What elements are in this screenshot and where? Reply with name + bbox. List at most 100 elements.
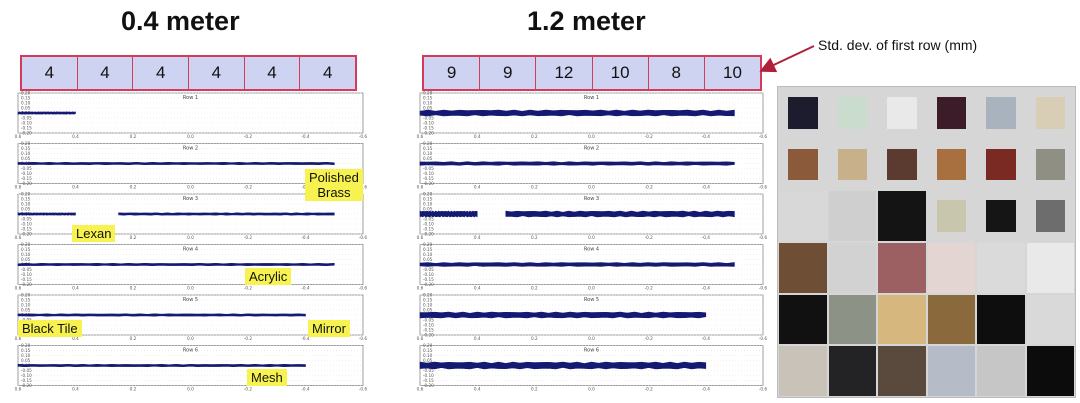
y-tick-label: -0.15 [21,227,32,232]
x-tick-label: -0.2 [244,134,253,139]
scan-row-plot: 0.200.150.100.050.00-0.05-0.10-0.15-0.20… [417,141,768,190]
y-tick-label: -0.10 [21,121,32,126]
title-left: 0.4 meter [121,6,240,36]
y-tick-label: 0.15 [423,247,433,252]
y-tick-label: -0.15 [423,378,434,383]
y-tick-label: 0.20 [21,293,31,298]
std-dev-cell: 9 [480,57,537,89]
scan-trace [419,109,735,117]
x-tick-label: -0.2 [645,336,654,341]
material-tile [828,191,876,241]
y-tick-label: 0.15 [423,348,433,353]
x-tick-label: -0.4 [702,387,711,392]
std-dev-bar-left: 4 4 4 4 4 4 [20,55,357,91]
y-tick-label: -0.15 [21,176,32,181]
x-tick-label: 0.6 [417,387,424,392]
row-title: Row 6 [584,348,599,354]
x-tick-label: 0.4 [72,185,79,190]
x-tick-label: 0.0 [588,336,595,341]
y-tick-label: -0.10 [423,121,434,126]
y-tick-label: -0.05 [21,217,32,222]
y-tick-label: 0.10 [423,252,433,257]
x-tick-label: -0.2 [645,235,654,240]
material-tile [977,243,1025,293]
row-title: Row 6 [183,348,198,354]
x-tick-label: -0.2 [645,387,654,392]
material-tile [878,243,926,293]
label-acrylic: Acrylic [245,268,292,285]
x-tick-label: 0.4 [72,134,79,139]
std-dev-cell: 8 [649,57,705,89]
x-tick-label: 0.2 [130,185,137,190]
material-tile [788,148,818,181]
y-tick-label: 0.05 [423,106,433,111]
label-lexan: Lexan [72,225,116,242]
material-tile [1035,200,1065,232]
y-tick-label: 0.20 [423,293,433,298]
y-tick-label: -0.10 [21,272,32,277]
y-tick-label: 0.10 [21,101,31,106]
x-tick-label: 0.2 [531,134,538,139]
std-dev-cell: 4 [78,57,134,89]
y-tick-label: 0.15 [423,197,433,202]
x-tick-label: 0.0 [187,336,194,341]
scan-row-plot: 0.200.150.100.050.00-0.05-0.10-0.15-0.20… [417,343,768,392]
y-tick-label: 0.15 [423,298,433,303]
y-tick-label: -0.10 [21,373,32,378]
y-tick-label: -0.10 [423,373,434,378]
y-tick-label: 0.05 [423,308,433,313]
y-tick-label: -0.10 [423,272,434,277]
x-tick-label: 0.6 [417,134,424,139]
material-tile [788,97,818,129]
x-tick-label: -0.2 [645,286,654,291]
x-tick-label: 0.6 [15,134,22,139]
y-tick-label: 0.20 [21,91,31,96]
y-tick-label: -0.20 [21,181,32,186]
x-tick-label: -0.6 [759,387,768,392]
x-tick-label: -0.6 [359,185,368,190]
material-tile [986,200,1016,232]
y-tick-label: -0.05 [423,318,434,323]
scan-row-plot: 0.200.150.100.050.00-0.05-0.10-0.15-0.20… [417,192,768,241]
scan-trace [17,161,335,166]
material-tile [977,294,1025,345]
row-title: Row 4 [584,247,599,253]
std-dev-cell: 12 [536,57,593,89]
scan-trace [505,210,735,218]
scan-trace [419,210,478,218]
y-tick-label: 0.05 [21,207,31,212]
row-title: Row 5 [584,297,599,303]
x-tick-label: 0.6 [417,286,424,291]
y-tick-label: 0.20 [423,91,433,96]
scan-trace [419,262,735,267]
material-tile [837,148,867,181]
y-tick-label: -0.20 [423,181,434,186]
scan-trace [118,212,335,216]
y-tick-label: 0.15 [21,298,31,303]
x-tick-label: 0.0 [187,235,194,240]
material-tile [779,294,827,345]
material-tile [936,148,966,181]
y-tick-label: 0.15 [21,197,31,202]
scan-row-plot: 0.200.150.100.050.00-0.05-0.10-0.15-0.20… [417,242,768,291]
x-tick-label: 0.4 [474,286,481,291]
y-tick-label: -0.05 [423,166,434,171]
x-tick-label: -0.6 [759,286,768,291]
std-dev-annotation: Std. dev. of first row (mm) [818,37,978,53]
y-tick-label: -0.05 [423,368,434,373]
y-tick-label: 0.10 [423,303,433,308]
x-tick-label: -0.6 [359,286,368,291]
y-tick-label: 0.10 [21,353,31,358]
scan-trace [419,161,735,166]
y-tick-label: -0.20 [423,232,434,237]
material-tile [977,346,1025,396]
x-tick-label: -0.4 [702,336,711,341]
x-tick-label: -0.2 [244,185,253,190]
std-dev-cell: 10 [722,63,742,82]
material-tile [1026,243,1074,293]
y-tick-label: -0.20 [21,232,32,237]
y-tick-label: -0.20 [423,383,434,388]
y-tick-label: -0.15 [423,277,434,282]
x-tick-label: 0.4 [474,235,481,240]
label-brass: Brass [317,185,351,200]
